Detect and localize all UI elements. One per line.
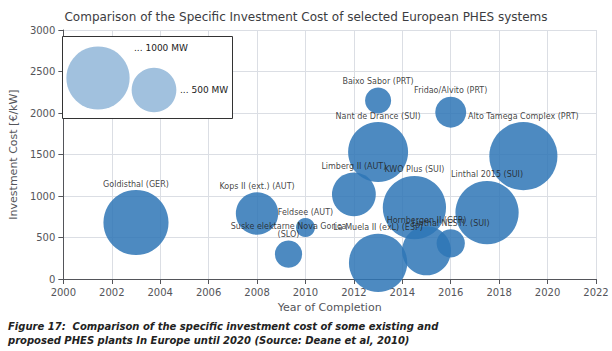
svg-text:2022: 2022: [583, 287, 608, 298]
svg-text:Year of Completion: Year of Completion: [277, 301, 382, 314]
svg-text:2004: 2004: [147, 287, 172, 298]
svg-text:proposed PHES plants In Europe: proposed PHES plants In Europe until 202…: [7, 335, 409, 346]
svg-text:2014: 2014: [390, 287, 415, 298]
svg-text:Kops II (ext.) (AUT): Kops II (ext.) (AUT): [219, 182, 294, 191]
svg-text:1000: 1000: [30, 191, 55, 202]
svg-text:Suske elektarne Nova Gorica: Suske elektarne Nova Gorica: [230, 222, 347, 231]
svg-text:500: 500: [36, 232, 55, 243]
svg-text:1500: 1500: [30, 149, 55, 160]
svg-text:Comparison of the Specific Inv: Comparison of the Specific Investment Co…: [64, 10, 547, 24]
svg-text:Linthal NESTI. (SUI): Linthal NESTI. (SUI): [412, 219, 490, 228]
svg-text:Linthal 2015 (SUI): Linthal 2015 (SUI): [451, 170, 523, 179]
svg-text:0: 0: [49, 274, 55, 285]
svg-text:2500: 2500: [30, 66, 55, 77]
svg-text:2016: 2016: [438, 287, 463, 298]
svg-text:KWO Plus (SUI): KWO Plus (SUI): [384, 165, 444, 174]
svg-text:2002: 2002: [99, 287, 124, 298]
svg-text:Baixo Sabor (PRT): Baixo Sabor (PRT): [342, 77, 413, 86]
svg-text:2000: 2000: [30, 108, 55, 119]
svg-text:Investment Cost [€/kW]: Investment Cost [€/kW]: [7, 89, 20, 219]
svg-text:... 1000 MW: ... 1000 MW: [134, 43, 188, 53]
svg-text:2006: 2006: [196, 287, 221, 298]
svg-text:... 500 MW: ... 500 MW: [180, 85, 228, 95]
svg-text:Fridao/Alvito (PRT): Fridao/Alvito (PRT): [414, 86, 487, 95]
svg-text:Limberg II (AUT): Limberg II (AUT): [321, 162, 386, 171]
svg-text:2020: 2020: [535, 287, 560, 298]
svg-text:Figure 17: Comparison of the: Figure 17: Comparison of the specific in…: [8, 321, 439, 332]
svg-text:Goldisthal (GER): Goldisthal (GER): [103, 180, 169, 189]
svg-text:Nant de Drance (SUI): Nant de Drance (SUI): [336, 112, 421, 121]
svg-text:La Muela II (exL) (ESP): La Muela II (exL) (ESP): [333, 223, 423, 233]
svg-text:(SLO): (SLO): [278, 230, 300, 239]
svg-text:Feldsee (AUT): Feldsee (AUT): [278, 208, 333, 217]
svg-text:2008: 2008: [244, 287, 269, 298]
svg-text:2010: 2010: [293, 287, 318, 298]
svg-text:2012: 2012: [341, 287, 366, 298]
svg-text:2018: 2018: [486, 287, 511, 298]
svg-text:Alto Tamega Complex (PRT): Alto Tamega Complex (PRT): [468, 112, 579, 121]
svg-text:3000: 3000: [30, 25, 55, 36]
svg-text:2000: 2000: [51, 287, 76, 298]
